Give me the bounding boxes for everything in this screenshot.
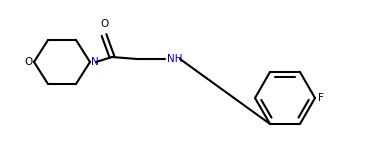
Text: N: N xyxy=(91,57,99,67)
Text: O: O xyxy=(101,19,109,29)
Text: NH: NH xyxy=(167,54,183,64)
Text: O: O xyxy=(25,57,33,67)
Text: F: F xyxy=(318,93,324,103)
